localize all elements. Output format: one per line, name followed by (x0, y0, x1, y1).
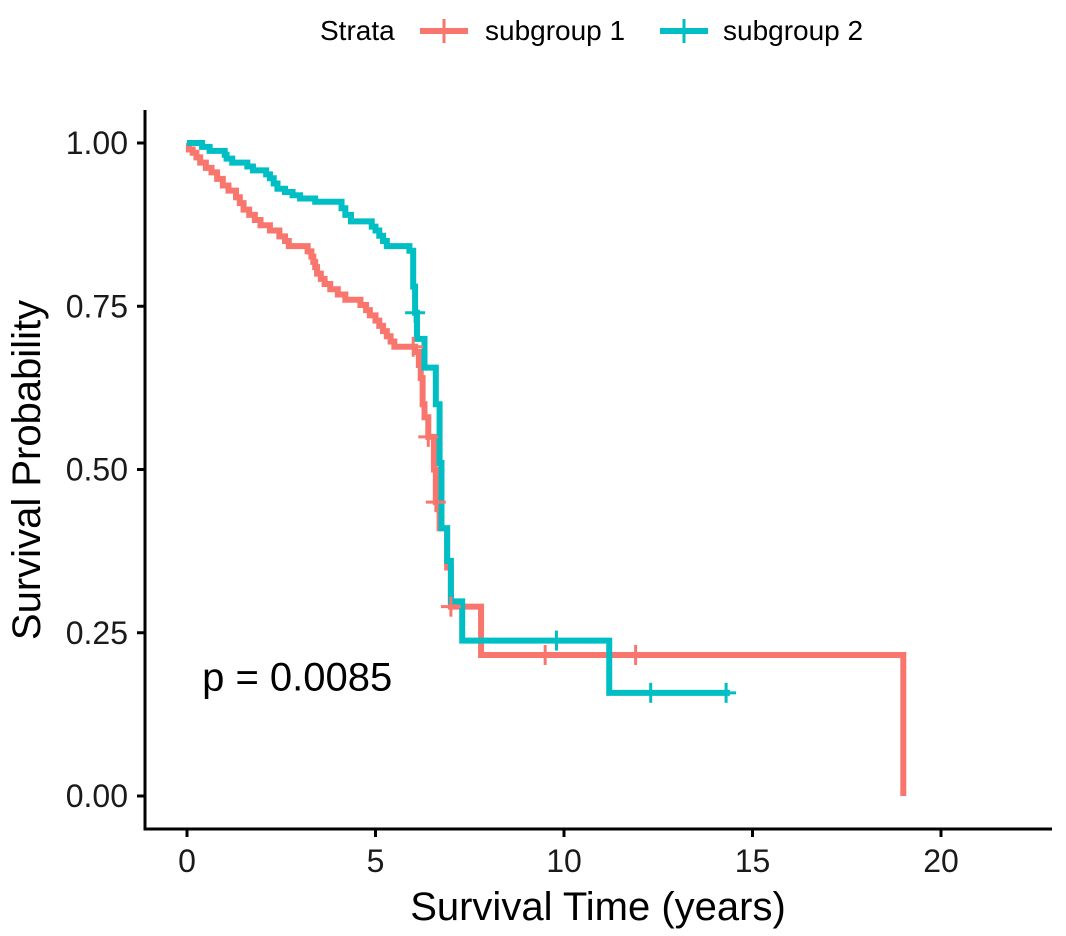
x-axis-title: Survival Time (years) (410, 885, 786, 929)
legend-label-subgroup-1: subgroup 1 (485, 15, 625, 46)
x-axis-ticks: 0 5 10 15 20 (178, 829, 959, 879)
survival-curve-subgroup-2 (187, 140, 730, 696)
plot-series (185, 140, 907, 796)
y-tick-label: 0.50 (66, 452, 128, 488)
y-axis-title: Survival Probability (5, 300, 49, 640)
x-tick-label: 0 (178, 843, 196, 879)
x-tick-label: 20 (923, 843, 959, 879)
legend-title: Strata (320, 15, 395, 46)
y-tick-label: 0.75 (66, 288, 128, 324)
x-tick-label: 10 (546, 843, 582, 879)
y-tick-label: 0.00 (66, 778, 128, 814)
y-tick-label: 1.00 (66, 125, 128, 161)
x-tick-label: 15 (735, 843, 771, 879)
y-tick-label: 0.25 (66, 615, 128, 651)
p-value-annotation: p = 0.0085 (202, 655, 392, 699)
x-tick-label: 5 (367, 843, 385, 879)
legend-label-subgroup-2: subgroup 2 (723, 15, 863, 46)
survival-curve-subgroup-1 (185, 140, 907, 796)
y-axis-ticks: 0.00 0.25 0.50 0.75 1.00 (66, 125, 145, 814)
plot-censor-marks (403, 302, 737, 703)
legend: Strata subgroup 1 subgroup 2 (320, 15, 863, 46)
